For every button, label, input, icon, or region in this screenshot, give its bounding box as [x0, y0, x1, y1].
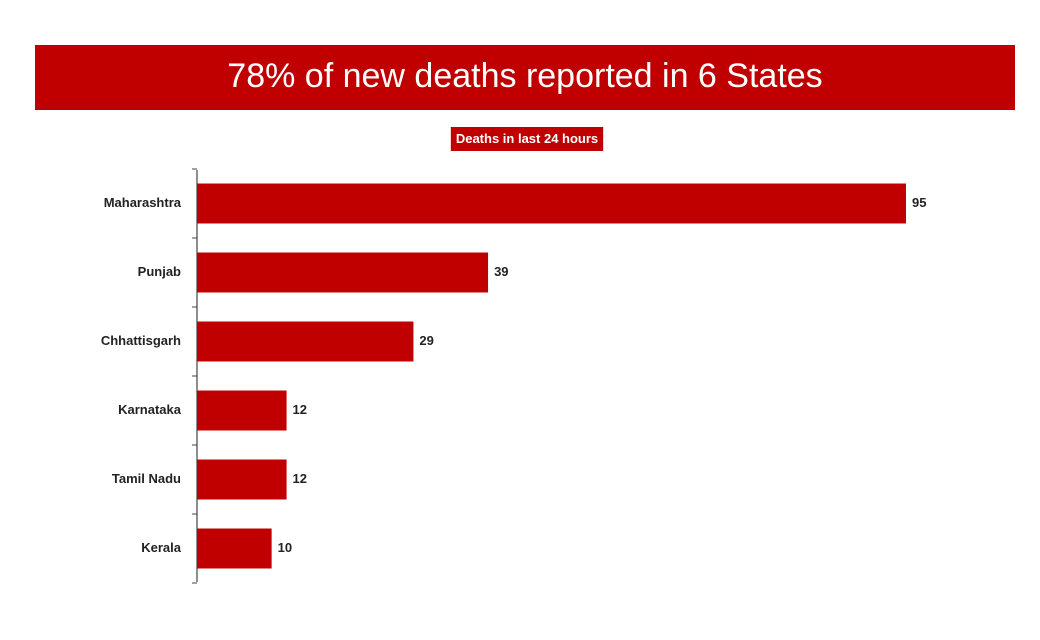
y-tick-label: Chhattisgarh — [101, 333, 181, 348]
y-tick-label: Tamil Nadu — [112, 471, 181, 486]
y-tick-label: Punjab — [138, 264, 181, 279]
data-label: 10 — [278, 540, 292, 555]
data-label: 39 — [494, 264, 508, 279]
title-banner — [35, 45, 1015, 110]
data-label: 29 — [419, 333, 433, 348]
bar — [197, 183, 906, 224]
chart-subtitle: Deaths in last 24 hours — [456, 131, 598, 146]
bar — [197, 390, 287, 431]
y-tick-label: Maharashtra — [104, 195, 182, 210]
data-label: 12 — [293, 471, 307, 486]
bar — [197, 459, 287, 500]
chart-title: 78% of new deaths reported in 6 States — [227, 57, 822, 95]
bar — [197, 528, 272, 569]
bar — [197, 321, 414, 362]
y-tick-label: Kerala — [141, 540, 182, 555]
bar — [197, 252, 489, 293]
data-label: 12 — [293, 402, 307, 417]
y-tick-label: Karnataka — [118, 402, 182, 417]
subtitle-box — [450, 127, 604, 151]
data-label: 95 — [912, 195, 926, 210]
